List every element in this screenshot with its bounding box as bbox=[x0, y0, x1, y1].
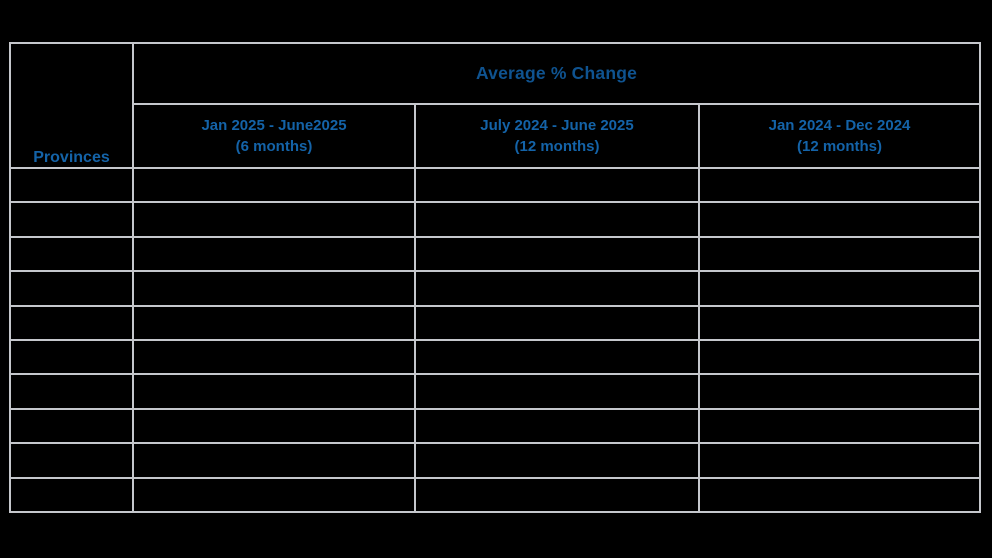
table-row bbox=[9, 476, 981, 514]
value-cell bbox=[414, 442, 700, 479]
table-row bbox=[9, 201, 981, 238]
average-change-table: Provinces Average % Change Jan 2025 - Ju… bbox=[9, 41, 981, 514]
province-cell bbox=[9, 339, 134, 376]
column-header-july2024-june2025: July 2024 - June 2025 (12 months) bbox=[414, 103, 700, 170]
table-row bbox=[9, 339, 981, 376]
value-cell bbox=[414, 201, 700, 238]
value-cell bbox=[698, 442, 981, 479]
value-cell bbox=[414, 235, 700, 273]
value-cell bbox=[414, 339, 700, 376]
value-cell bbox=[414, 270, 700, 307]
province-cell bbox=[9, 304, 134, 342]
column-header-line1: July 2024 - June 2025 bbox=[480, 117, 634, 135]
column-header-row: Jan 2025 - June2025 (6 months) July 2024… bbox=[10, 103, 981, 170]
value-cell bbox=[132, 373, 416, 410]
value-cell bbox=[414, 476, 700, 514]
value-cell bbox=[698, 476, 981, 514]
value-cell bbox=[698, 304, 981, 342]
table-body bbox=[9, 167, 981, 514]
table-row bbox=[9, 407, 981, 445]
province-cell bbox=[9, 442, 134, 479]
table-row bbox=[9, 167, 981, 204]
value-cell bbox=[414, 167, 700, 204]
value-cell bbox=[132, 167, 416, 204]
value-cell bbox=[132, 304, 416, 342]
column-header-line2: (6 months) bbox=[235, 138, 313, 156]
province-cell bbox=[9, 201, 134, 238]
column-header-line2: (12 months) bbox=[796, 138, 882, 156]
value-cell bbox=[132, 476, 416, 514]
value-cell bbox=[132, 201, 416, 238]
province-cell bbox=[9, 270, 134, 307]
band-header-row: Provinces Average % Change bbox=[9, 41, 981, 170]
province-cell bbox=[9, 373, 134, 410]
province-cell bbox=[9, 476, 134, 514]
value-cell bbox=[414, 407, 700, 445]
value-cell bbox=[698, 235, 981, 273]
table-row bbox=[9, 442, 981, 479]
band-header-average-percent-change: Average % Change bbox=[132, 41, 981, 106]
value-cell bbox=[132, 270, 416, 307]
value-cell bbox=[698, 339, 981, 376]
value-cell bbox=[132, 407, 416, 445]
column-header-jan2024-dec2024: Jan 2024 - Dec 2024 (12 months) bbox=[698, 103, 981, 170]
value-cell bbox=[698, 407, 981, 445]
table-row bbox=[9, 270, 981, 307]
value-cell bbox=[132, 339, 416, 376]
value-cell bbox=[698, 270, 981, 307]
value-cell bbox=[698, 167, 981, 204]
provinces-corner-header: Provinces bbox=[9, 41, 134, 170]
column-header-line2: (12 months) bbox=[514, 138, 600, 156]
value-cell bbox=[132, 442, 416, 479]
value-cell bbox=[698, 201, 981, 238]
province-cell bbox=[9, 167, 134, 204]
value-cell bbox=[698, 373, 981, 410]
table-row bbox=[9, 235, 981, 273]
column-header-line1: Jan 2024 - Dec 2024 bbox=[768, 117, 911, 135]
value-cell bbox=[132, 235, 416, 273]
table-row bbox=[9, 373, 981, 410]
table-row bbox=[9, 304, 981, 342]
value-cell bbox=[414, 373, 700, 410]
province-cell bbox=[9, 407, 134, 445]
column-header-line1: Jan 2025 - June2025 bbox=[201, 117, 347, 135]
value-cell bbox=[414, 304, 700, 342]
province-cell bbox=[9, 235, 134, 273]
column-header-jan2025-june2025: Jan 2025 - June2025 (6 months) bbox=[132, 103, 416, 170]
